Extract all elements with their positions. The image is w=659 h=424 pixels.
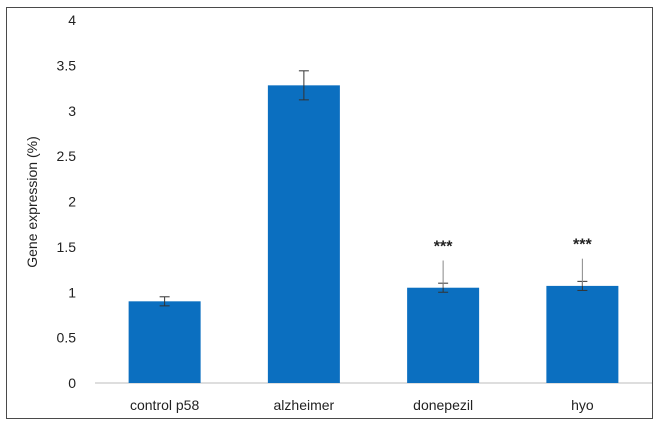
y-axis-title: Gene expression (%) <box>24 136 40 268</box>
y-tick-label: 3.5 <box>57 57 77 73</box>
y-tick-label: 3 <box>68 103 76 119</box>
y-tick-label: 2.5 <box>57 148 77 164</box>
chart-frame <box>6 7 653 419</box>
y-tick-label: 1 <box>68 284 76 300</box>
bar <box>407 287 480 383</box>
significance-marker: *** <box>434 238 453 288</box>
y-tick-label: 0.5 <box>57 330 77 346</box>
significance-label: *** <box>434 238 453 255</box>
bar <box>128 301 201 383</box>
error-bar <box>159 296 170 307</box>
significance-marker: *** <box>573 237 592 286</box>
x-category-label: donepezil <box>413 397 473 413</box>
x-category-label: alzheimer <box>274 397 335 413</box>
error-bars <box>159 70 588 307</box>
bar <box>267 85 340 383</box>
y-axis-ticks: 0 0.5 1 1.5 2 2.5 3 3.5 4 <box>57 12 77 391</box>
y-tick-label: 2 <box>68 194 76 210</box>
significance-label: *** <box>573 237 592 254</box>
bar <box>546 285 619 383</box>
x-category-label: hyo <box>571 397 594 413</box>
y-tick-label: 4 <box>68 12 76 28</box>
error-bar <box>298 70 309 101</box>
bars <box>128 85 619 383</box>
significance-annotations: *** *** <box>434 237 592 288</box>
y-tick-label: 0 <box>68 375 76 391</box>
x-category-label: control p58 <box>130 397 199 413</box>
x-axis-categories: control p58 alzheimer donepezil hyo <box>130 397 594 413</box>
y-tick-label: 1.5 <box>57 239 77 255</box>
